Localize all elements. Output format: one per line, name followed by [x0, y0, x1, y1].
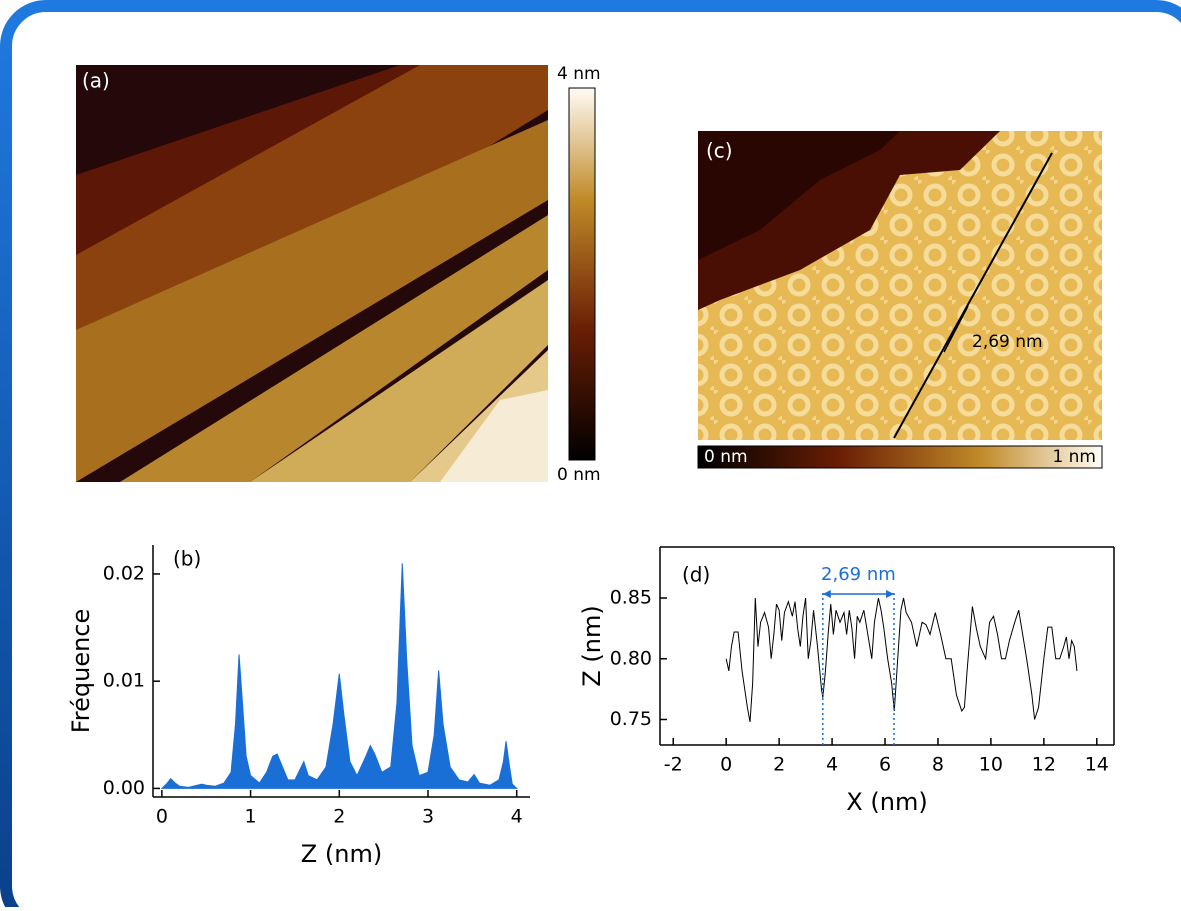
x-tick-label: 14	[1085, 754, 1109, 776]
x-tick-label: 1	[245, 806, 257, 828]
colorbar-label: 0 nm	[557, 465, 601, 485]
panel-label: (d)	[682, 563, 710, 587]
y-tick-label: 0.85	[610, 587, 652, 609]
y-tick-label: 0.80	[610, 647, 652, 669]
x-tick-label: 4	[511, 806, 523, 828]
y-tick-label: 0.00	[103, 777, 145, 799]
colorbar-label: 0 nm	[704, 447, 748, 467]
y-tick-label: 0.01	[103, 670, 145, 692]
y-tick-label: 0.75	[610, 708, 652, 730]
x-tick-label: 6	[879, 754, 891, 776]
colorbar-a	[568, 87, 596, 461]
y-axis-title: Fréquence	[67, 609, 95, 734]
x-tick-label: 0	[156, 806, 168, 828]
y-tick-label: 0.02	[103, 562, 145, 584]
arrowhead	[822, 590, 895, 598]
x-tick-label: 2	[773, 754, 785, 776]
x-axis-title: Z (nm)	[301, 840, 382, 868]
panel-label: (a)	[82, 69, 110, 93]
x-tick-label: 4	[826, 754, 838, 776]
x-tick-label: 8	[932, 754, 944, 776]
x-axis-title: X (nm)	[846, 788, 927, 816]
x-tick-label: 3	[422, 806, 434, 828]
annotation: 2,69 nm	[821, 564, 896, 585]
colorbar-c	[697, 445, 1103, 469]
colorbar-label: 1 nm	[1052, 447, 1096, 467]
line	[725, 597, 1078, 723]
x-tick-label: 12	[1032, 754, 1056, 776]
x-tick-label: 2	[333, 806, 345, 828]
stm-image-c	[698, 131, 1102, 440]
area	[160, 563, 518, 789]
y-axis-title: Z (nm)	[578, 605, 606, 686]
x-tick-label: 10	[979, 754, 1003, 776]
panel-label: (c)	[706, 139, 733, 163]
annotation: 2,69 nm	[972, 332, 1043, 352]
arrow	[943, 305, 969, 353]
x-tick-label: 0	[720, 754, 732, 776]
stm-image-a	[76, 65, 548, 482]
x-tick-label: -2	[664, 754, 683, 776]
panel-label: (b)	[173, 547, 201, 571]
colorbar-label: 4 nm	[557, 64, 601, 84]
